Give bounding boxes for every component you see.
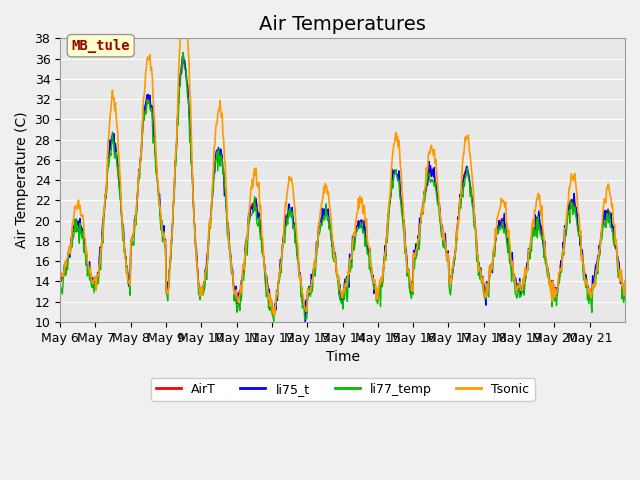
li77_temp <box>403 256 410 262</box>
AirT <box>434 198 442 204</box>
Y-axis label: Air Temperature (C): Air Temperature (C) <box>15 112 29 249</box>
AirT <box>179 50 187 56</box>
AirT <box>123 263 131 269</box>
li75_t <box>227 254 235 260</box>
Tsonic <box>56 271 64 277</box>
Line: AirT: AirT <box>60 53 625 313</box>
X-axis label: Time: Time <box>326 350 360 364</box>
Line: li75_t: li75_t <box>60 55 625 322</box>
Tsonic <box>227 257 235 263</box>
Text: MB_tule: MB_tule <box>72 39 130 53</box>
li77_temp <box>270 318 278 324</box>
li75_t <box>403 248 410 254</box>
li75_t <box>621 290 629 296</box>
li77_temp <box>621 287 629 293</box>
AirT <box>255 211 263 217</box>
AirT <box>56 277 64 283</box>
AirT <box>277 259 285 265</box>
li75_t <box>255 210 263 216</box>
li75_t <box>179 52 187 58</box>
Tsonic <box>403 252 410 258</box>
li75_t <box>276 257 284 263</box>
Tsonic <box>271 313 278 319</box>
AirT <box>621 283 629 289</box>
AirT <box>269 311 277 316</box>
AirT <box>403 251 410 256</box>
li75_t <box>56 280 64 286</box>
li77_temp <box>123 270 131 276</box>
li75_t <box>434 199 442 205</box>
li77_temp <box>56 279 64 285</box>
Tsonic <box>255 180 263 186</box>
Tsonic <box>177 36 184 41</box>
li77_temp <box>277 270 285 276</box>
li77_temp <box>434 203 442 208</box>
Line: Tsonic: Tsonic <box>60 38 625 316</box>
li75_t <box>301 319 309 325</box>
Tsonic <box>621 278 629 284</box>
li75_t <box>123 265 131 271</box>
AirT <box>227 260 235 265</box>
li77_temp <box>255 215 263 221</box>
Legend: AirT, li75_t, li77_temp, Tsonic: AirT, li75_t, li77_temp, Tsonic <box>150 378 534 401</box>
li77_temp <box>179 49 187 55</box>
Title: Air Temperatures: Air Temperatures <box>259 15 426 34</box>
Tsonic <box>123 263 131 269</box>
li77_temp <box>227 264 235 270</box>
Tsonic <box>434 187 442 193</box>
Line: li77_temp: li77_temp <box>60 52 625 321</box>
Tsonic <box>277 261 285 267</box>
